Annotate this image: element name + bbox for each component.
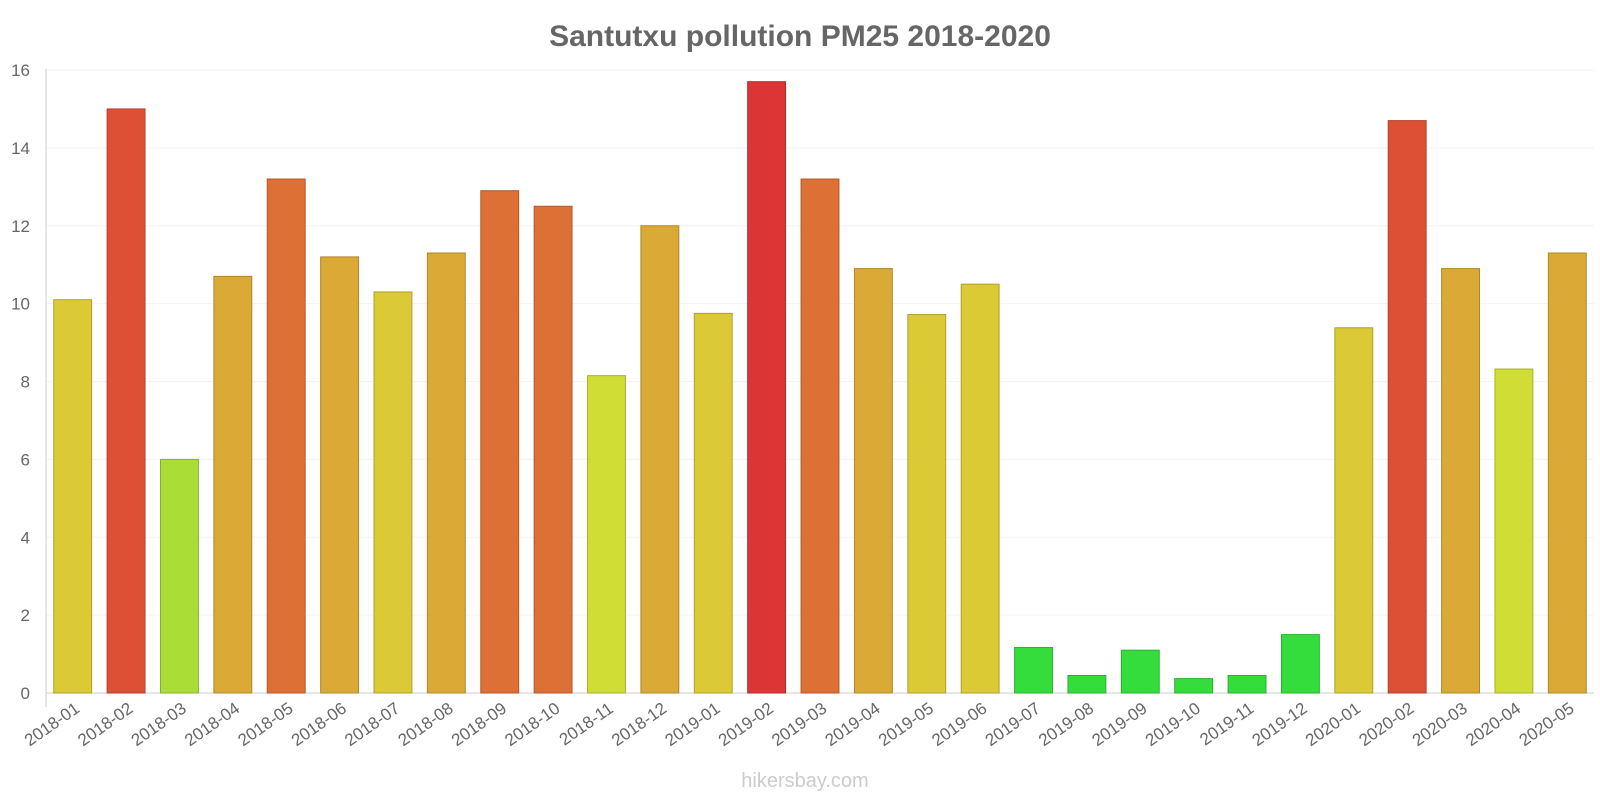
y-tick-label: 12 [11, 217, 30, 236]
y-tick-label: 2 [21, 606, 30, 625]
x-tick-label: 2019-07 [982, 699, 1044, 750]
bar-2019-03 [800, 178, 840, 694]
y-tick-labels: 0 2 4 6 8 10 12 14 16 [11, 61, 30, 703]
bar-2019-04 [853, 268, 893, 694]
bar-2019-07 [1014, 646, 1053, 694]
watermark: hikersbay.com [741, 770, 868, 792]
y-tick-label: 8 [21, 373, 30, 392]
bar-2020-05 [1547, 252, 1587, 694]
bar-2020-04 [1494, 368, 1534, 694]
x-tick-label: 2019-05 [875, 699, 937, 750]
x-tick-label: 2020-04 [1462, 699, 1524, 750]
bar-2018-03 [159, 458, 199, 694]
bar-2020-02 [1387, 120, 1427, 694]
x-tick-label: 2018-06 [288, 699, 350, 750]
x-tick-label: 2020-05 [1516, 699, 1578, 750]
y-tick-label: 10 [11, 295, 30, 314]
x-tick-label: 2019-02 [715, 699, 777, 750]
bar-2020-03 [1441, 268, 1481, 694]
x-tick-label: 2019-03 [768, 699, 830, 750]
x-tick-label: 2019-04 [822, 699, 884, 750]
bar-2019-08 [1067, 674, 1107, 694]
bar-2018-10 [533, 205, 573, 694]
x-tick-label: 2019-08 [1035, 699, 1097, 750]
bar-2020-01 [1334, 327, 1374, 694]
bar-2018-04 [213, 275, 253, 694]
x-tick-label: 2020-01 [1302, 699, 1364, 750]
bar-2018-05 [266, 178, 306, 694]
bar-2018-12 [640, 225, 680, 694]
bar-2019-05 [907, 314, 947, 694]
x-tick-label: 2018-11 [556, 699, 617, 750]
bar-2018-01 [53, 299, 93, 694]
y-tick-label: 16 [11, 61, 30, 80]
x-tick-label: 2020-03 [1409, 699, 1471, 750]
x-tick-label: 2019-12 [1249, 699, 1311, 750]
x-tick-label: 2019-10 [1142, 699, 1204, 750]
x-tick-label: 2020-02 [1355, 699, 1417, 750]
bar-2018-06 [320, 256, 360, 694]
x-tick-label: 2018-12 [608, 699, 670, 750]
bar-2019-12 [1280, 634, 1320, 694]
y-tick-label: 0 [21, 684, 30, 703]
x-tick-label: 2018-07 [341, 699, 403, 750]
chart-title: Santutxu pollution PM25 2018-2020 [549, 20, 1051, 53]
bar-2019-11 [1227, 674, 1267, 694]
y-tick-label: 4 [21, 528, 30, 547]
bar-2019-01 [693, 312, 733, 694]
x-tick-label: 2019-01 [662, 699, 724, 750]
bar-2018-08 [426, 252, 466, 694]
x-tick-label: 2019-11 [1196, 699, 1257, 750]
bar-2019-02 [747, 81, 787, 694]
x-tick-label: 2018-02 [74, 699, 136, 750]
bar-2019-09 [1120, 649, 1160, 694]
bar-2019-06 [960, 283, 1000, 694]
x-tick-label: 2018-09 [448, 699, 510, 750]
x-tick-label: 2018-04 [181, 699, 243, 750]
bar-2018-07 [373, 291, 413, 694]
bars [53, 81, 1587, 694]
x-tick-label: 2018-03 [128, 699, 190, 750]
bar-2018-02 [106, 108, 146, 694]
bar-2019-10 [1174, 678, 1214, 694]
y-tick-label: 14 [11, 139, 30, 158]
x-tick-label: 2018-10 [501, 699, 563, 750]
x-tick-label: 2019-09 [1089, 699, 1151, 750]
x-tick-label: 2018-08 [395, 699, 457, 750]
y-tick-label: 6 [21, 450, 30, 469]
bar-2018-09 [480, 190, 520, 694]
x-tick-labels: 2018-012018-022018-032018-042018-052018-… [21, 699, 1578, 750]
x-tick-label: 2019-06 [928, 699, 990, 750]
bar-2018-11 [587, 375, 626, 694]
x-tick-label: 2018-01 [21, 699, 83, 750]
x-tick-label: 2018-05 [234, 699, 296, 750]
